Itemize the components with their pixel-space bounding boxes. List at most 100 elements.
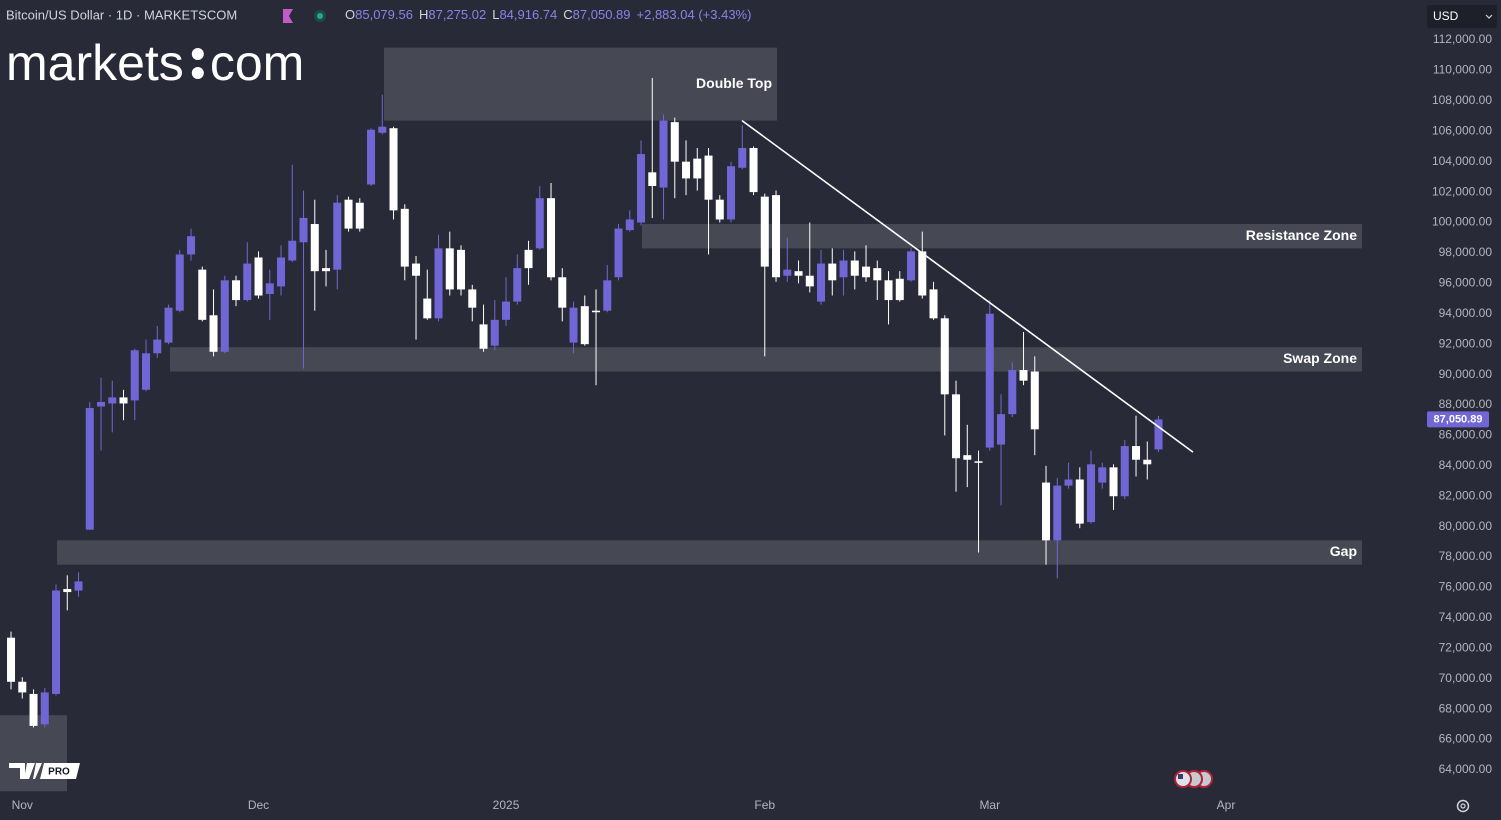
candle-body [738,147,747,168]
candle-body [232,280,241,301]
candle-body [1120,446,1129,497]
candle-body [18,681,27,693]
candle-body [625,219,634,231]
x-tick-label: Dec [248,798,269,812]
y-tick-label: 90,000.00 [1439,367,1493,381]
candle-body [322,268,331,272]
candle-body [772,195,781,278]
y-tick-label: 112,000.00 [1433,32,1492,46]
candle-body [918,251,927,296]
zone [57,540,1362,565]
candle-body [1064,479,1073,486]
candle-body [715,199,724,220]
candle-body [344,199,353,229]
legend-change: +2,883.04 (+3.43%) [637,7,752,22]
dropdown-arrow [1485,14,1493,19]
status-dot [317,13,323,19]
candle-body [254,257,263,296]
candle-body [569,307,578,343]
event-icon-detail [1178,774,1183,779]
candle-body [333,202,342,270]
candle-body [1109,467,1118,497]
zone-label: Swap Zone [1283,350,1357,366]
y-tick-label: 72,000.00 [1439,640,1493,654]
candle-body [434,248,443,319]
y-tick-label: 66,000.00 [1439,732,1493,746]
zone-label: Resistance Zone [1246,227,1357,243]
candle-body [457,249,466,290]
candle-body [1030,371,1039,430]
chart-header: Bitcoin/US Dollar · 1D · MARKETSCOM [6,7,237,22]
candle-body [985,313,994,448]
candle-body [997,414,1006,445]
candle-body [220,280,229,352]
currency-selector[interactable] [1427,5,1497,28]
candle-body [693,158,702,179]
y-tick-label: 86,000.00 [1439,428,1493,442]
y-tick-label: 80,000.00 [1439,519,1493,533]
candle-body [884,280,893,301]
logo-dot [191,67,204,79]
event-icons[interactable] [1174,770,1213,788]
candle-body [805,275,814,287]
legend-key: C [563,7,572,22]
candle-body [355,202,364,229]
zone [170,347,1362,372]
candle-body [288,240,297,261]
candle-body [1087,464,1096,523]
gear-icon[interactable] [1456,799,1470,813]
x-tick-label: 2025 [493,798,520,812]
candle-body [749,147,758,193]
candle-body [187,236,196,255]
candle-body [929,289,938,319]
candle-body [74,581,83,591]
logo: markets com [6,35,304,91]
candle-body [648,172,657,187]
candle-body [130,350,139,401]
candle-body [513,268,522,302]
candle-body [547,198,556,278]
candle-body [614,228,623,278]
candle-body [52,590,61,694]
candle-body [850,260,859,276]
zone-label: Double Top [696,75,772,91]
y-tick-label: 108,000.00 [1432,93,1492,107]
candle-body [1143,459,1152,465]
candle-body [974,461,983,463]
candle-body [29,693,38,726]
candle-body [40,692,49,725]
y-tick-label: 84,000.00 [1439,458,1493,472]
candle-body [85,408,94,530]
legend-key: O [345,7,355,22]
currency[interactable]: USD [1433,9,1459,23]
candle-body [907,251,916,281]
y-tick-label: 82,000.00 [1439,488,1493,502]
candle-body [423,298,432,319]
candle-body [400,208,409,267]
candle-body [524,249,533,269]
candle-body [952,394,961,459]
overlay: Double Top Resistance Zone Swap Zone Gap [696,75,1357,559]
y-tick-label: 64,000.00 [1439,762,1493,776]
y-tick-label: 68,000.00 [1439,701,1493,715]
candle-body [727,166,736,220]
candle-body [862,266,871,278]
candle-body [445,248,454,290]
candle-body [175,254,184,311]
candle-body [367,129,376,185]
badge-box [40,763,80,779]
logo-dot [191,48,204,60]
candle-body [7,637,16,682]
price-tag-label: 87,050.89 [1434,413,1483,425]
price-tag [1427,411,1489,428]
y-tick-label: 70,000.00 [1439,671,1493,685]
y-tick-label: 110,000.00 [1433,63,1492,77]
candle-body [265,283,274,294]
settings[interactable] [1456,799,1470,813]
candle-body [1053,485,1062,541]
y-tick-label: 102,000.00 [1432,184,1492,198]
candle-body [1154,419,1163,450]
candle-body [310,224,319,272]
candle-body [164,307,173,343]
candle-body [1132,446,1141,460]
